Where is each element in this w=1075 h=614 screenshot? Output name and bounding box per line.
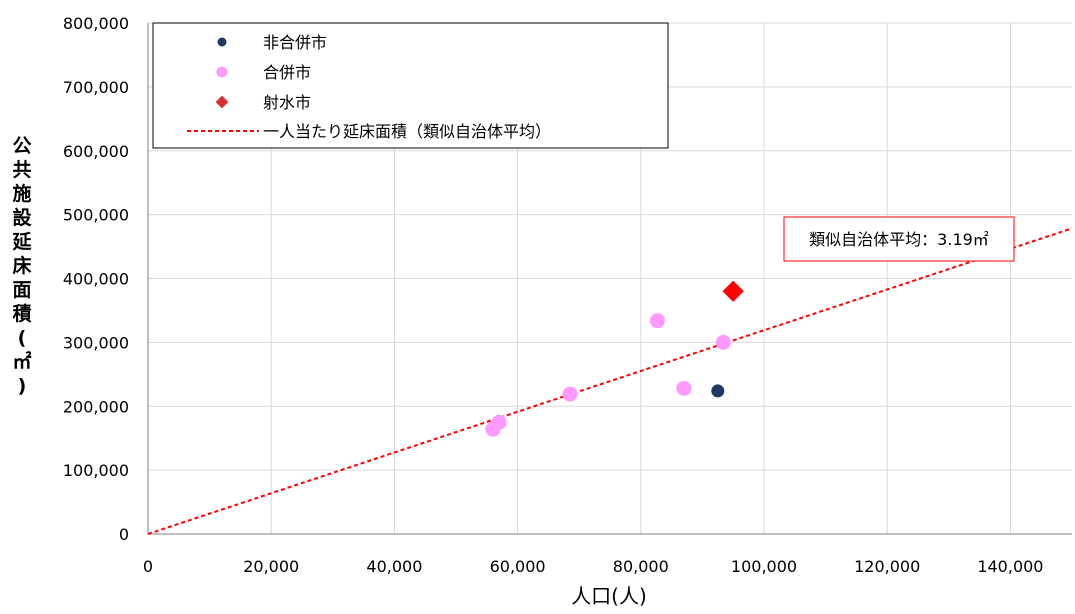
x-tick-label: 100,000 [731, 557, 797, 576]
y-tick-label: 400,000 [63, 270, 129, 289]
legend-marker-nonmerged [217, 37, 227, 47]
y-axis-title-char: 延 [11, 231, 32, 253]
y-axis-ticks: 0 100,000 200,000 300,000 400,000 500,000 600,… [63, 14, 129, 544]
legend-label-merged: 合併市 [263, 63, 311, 82]
trendline [147, 227, 1073, 535]
y-axis-title-char: ( [18, 327, 27, 349]
axes [147, 23, 1072, 535]
data-point-merged [715, 334, 731, 350]
legend-label-imizu: 射水市 [263, 93, 311, 112]
x-tick-label: 20,000 [243, 557, 299, 576]
y-tick-label: 300,000 [63, 333, 129, 352]
y-axis-title-char: 設 [12, 206, 32, 229]
data-point-merged [562, 386, 578, 402]
x-tick-label: 60,000 [490, 557, 546, 576]
y-axis-title-char: ㎡ [12, 350, 31, 373]
y-tick-label: 600,000 [63, 142, 129, 161]
x-tick-label: 0 [143, 557, 153, 576]
y-axis-title-char: ) [18, 375, 27, 397]
y-axis-title-char: 床 [12, 254, 31, 277]
annotation-box: 類似自治体平均：3.19㎡ [783, 216, 1015, 262]
x-tick-label: 80,000 [613, 557, 669, 576]
x-tick-label: 120,000 [854, 557, 920, 576]
data-point-merged [491, 414, 507, 430]
legend-marker-merged [216, 66, 228, 78]
y-axis-title-char: 公 [12, 135, 31, 157]
data-point-nonmerged [711, 384, 725, 398]
y-axis-title-char: 面 [12, 279, 31, 301]
y-tick-label: 200,000 [63, 397, 129, 416]
legend-marker-imizu [215, 95, 229, 109]
x-tick-label: 140,000 [977, 557, 1043, 576]
y-tick-label: 500,000 [63, 206, 129, 225]
legend-label-trendline: 一人当たり延床面積（類似自治体平均） [263, 122, 551, 141]
data-points [485, 280, 744, 437]
x-axis-ticks: 0 20,000 40,000 60,000 80,000 100,000 120,000 1… [143, 557, 1044, 576]
y-axis-title-char: 施 [12, 182, 31, 205]
x-axis-title: 人口(人) [571, 584, 647, 608]
data-point-merged [649, 313, 665, 329]
legend: 非合併市 合併市 射水市 一人当たり延床面積（類似自治体平均） [152, 22, 669, 149]
y-tick-label: 800,000 [63, 14, 129, 33]
y-tick-label: 0 [119, 525, 129, 544]
y-axis-title-char: 積 [12, 302, 31, 325]
trendline-group [147, 227, 1073, 535]
y-axis-title-char: 共 [12, 159, 31, 181]
y-tick-label: 700,000 [63, 78, 129, 97]
legend-label-nonmerged: 非合併市 [263, 33, 327, 52]
data-point-merged [676, 380, 692, 396]
y-tick-label: 100,000 [63, 461, 129, 480]
x-tick-label: 40,000 [366, 557, 422, 576]
data-point-imizu [722, 280, 744, 302]
annotation-text: 類似自治体平均：3.19㎡ [809, 230, 989, 249]
